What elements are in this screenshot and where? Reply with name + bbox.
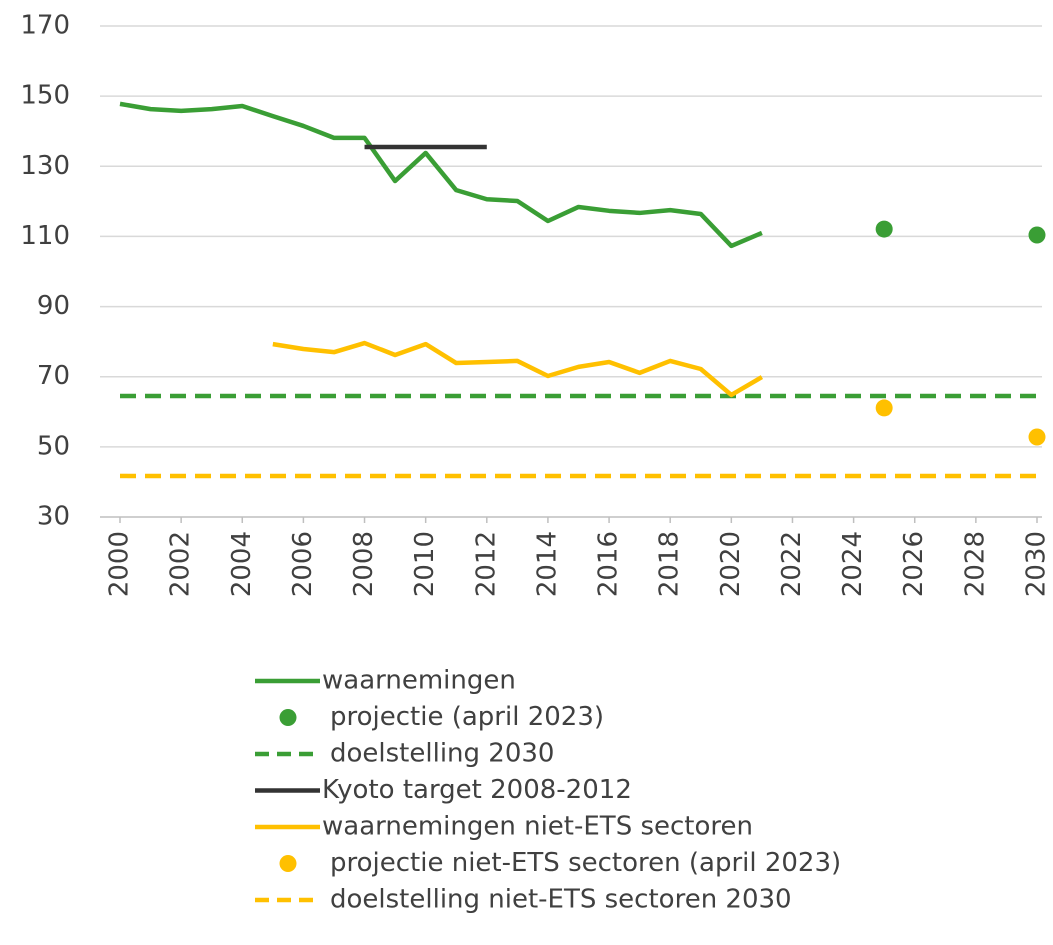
y-tick-label: 90	[37, 291, 70, 321]
x-tick-label: 2016	[594, 531, 624, 597]
x-tick-label: 2014	[532, 531, 562, 597]
legend-label: doelstelling niet-ETS sectoren 2030	[330, 885, 792, 915]
x-tick-label: 2028	[960, 531, 990, 597]
x-tick-label: 2020	[716, 531, 746, 597]
legend-label: projectie niet-ETS sectoren (april 2023)	[330, 848, 841, 878]
legend-label: Kyoto target 2008-2012	[322, 775, 632, 805]
x-tick-label: 2018	[655, 531, 685, 597]
line	[119, 101, 763, 249]
x-tick-label: 2012	[471, 531, 501, 597]
legend-swatch	[279, 855, 297, 872]
legend-label: waarnemingen	[322, 666, 516, 696]
y-tick-label: 50	[37, 431, 70, 461]
line	[272, 340, 764, 398]
y-tick-label: 130	[20, 151, 70, 181]
y-tick-label: 170	[20, 11, 70, 41]
point	[1028, 428, 1046, 446]
x-tick-label: 2008	[349, 531, 379, 597]
legend-label: doelstelling 2030	[330, 739, 554, 769]
x-tick-label: 2000	[105, 531, 135, 597]
point	[875, 399, 893, 417]
legend-label: projectie (april 2023)	[330, 702, 604, 732]
x-tick-label: 2006	[288, 531, 318, 597]
x-tick-label: 2002	[166, 531, 196, 597]
point	[875, 220, 893, 238]
y-tick-label: 110	[20, 221, 70, 251]
x-tick-label: 2022	[777, 531, 807, 597]
x-tick-label: 2010	[410, 531, 440, 597]
x-tick-label: 2026	[899, 531, 929, 597]
legend-swatch	[279, 709, 297, 726]
legend-label: waarnemingen niet-ETS sectoren	[322, 812, 753, 842]
x-tick-label: 2024	[838, 531, 868, 597]
y-tick-label: 150	[20, 81, 70, 111]
point	[1028, 226, 1046, 244]
x-tick-label: 2030	[1022, 531, 1052, 597]
y-tick-label: 70	[37, 361, 70, 391]
x-tick-label: 2004	[227, 531, 257, 597]
y-tick-label: 30	[37, 502, 70, 532]
